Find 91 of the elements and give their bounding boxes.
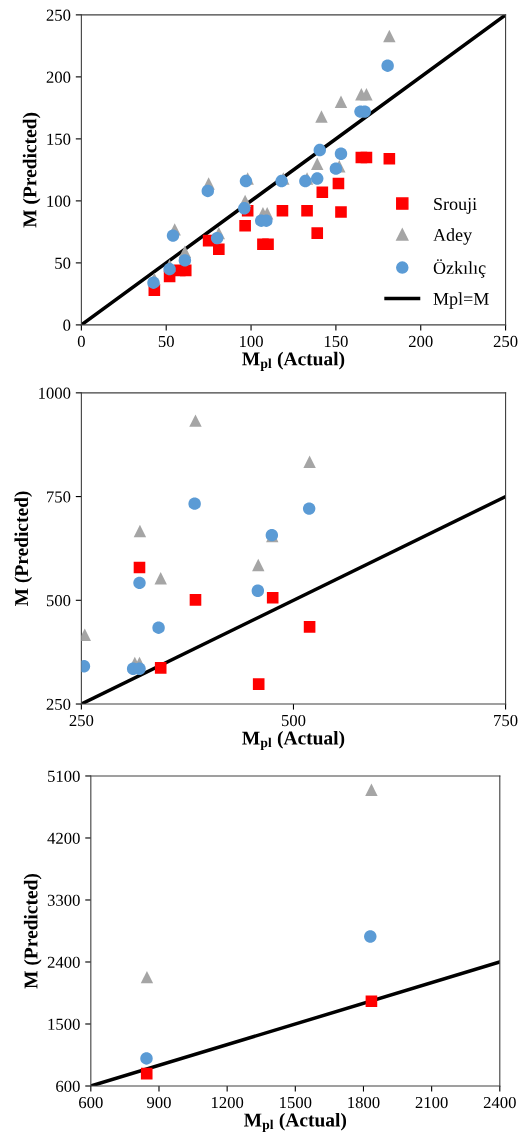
- point: [188, 497, 201, 510]
- x-tick-label: 2400: [483, 1096, 516, 1109]
- y-tick-label: 4200: [47, 832, 80, 844]
- point: [276, 205, 289, 217]
- x-tick-label: 900: [147, 1096, 171, 1109]
- x-tick-label: 750: [494, 714, 518, 727]
- y-tick-label: 250: [46, 9, 71, 21]
- point: [140, 970, 154, 984]
- y-axis-title: M (Predicted): [23, 873, 42, 989]
- point: [360, 151, 373, 164]
- point: [329, 162, 343, 175]
- point: [189, 414, 202, 427]
- y-tick-label: 600: [56, 1080, 80, 1092]
- point: [266, 592, 279, 604]
- y-tick-label: 2400: [47, 956, 80, 968]
- point: [316, 186, 329, 199]
- point: [383, 152, 396, 165]
- point: [133, 576, 146, 590]
- point: [133, 524, 147, 538]
- point: [311, 157, 324, 170]
- point: [365, 995, 378, 1008]
- point: [213, 243, 225, 256]
- y-tick-label: 750: [47, 491, 71, 503]
- point: [334, 95, 348, 108]
- x-tick-label: 200: [408, 335, 433, 348]
- legend-label: Adey: [433, 228, 473, 245]
- x-axis-title: M$_{pl}$ (Actual): [242, 730, 345, 751]
- point: [166, 229, 180, 242]
- point: [201, 184, 214, 198]
- x-tick-label: 600: [79, 1096, 103, 1109]
- x-axis-title: M$_{pl}$ (Actual): [242, 351, 345, 371]
- y-tick-label: 3300: [47, 894, 80, 906]
- legend-label: Özkılıç: [433, 259, 486, 278]
- point: [335, 206, 347, 218]
- y-axis-title: M (Predicted): [14, 491, 33, 606]
- point: [210, 231, 224, 245]
- point: [315, 110, 328, 123]
- y-tick-label: 50: [55, 257, 71, 269]
- x-tick-label: 1800: [348, 1096, 380, 1109]
- point: [301, 205, 313, 217]
- legend-label: Mpl=M: [433, 292, 489, 309]
- x-axis-title: M$_{pl}$ (Actual): [244, 1112, 347, 1132]
- point: [360, 88, 373, 101]
- point: [311, 227, 324, 239]
- x-tick-label: 50: [158, 335, 174, 348]
- y-tick-label: 1500: [48, 1018, 80, 1030]
- point: [252, 558, 265, 572]
- point: [239, 219, 251, 232]
- y-tick-label: 5100: [48, 770, 80, 782]
- point: [332, 177, 345, 190]
- y-tick-label: 100: [47, 195, 71, 207]
- legend-label: Srouji: [434, 197, 477, 214]
- point: [251, 584, 265, 597]
- x-tick-label: 2100: [415, 1096, 448, 1109]
- point: [154, 662, 167, 674]
- point: [365, 783, 378, 796]
- point: [262, 238, 274, 251]
- point: [334, 147, 348, 160]
- point: [313, 143, 326, 157]
- point: [383, 29, 396, 43]
- y-tick-label: 1000: [39, 387, 71, 399]
- x-tick-label: 100: [240, 335, 263, 348]
- x-tick-label: 250: [69, 714, 94, 727]
- point: [152, 621, 165, 634]
- point: [303, 455, 316, 468]
- y-tick-label: 250: [46, 698, 71, 710]
- y-tick-label: 200: [46, 71, 71, 83]
- y-tick-label: 0: [63, 319, 71, 331]
- x-tick-label: 500: [281, 714, 306, 727]
- point: [189, 594, 202, 606]
- x-tick-label: 1200: [211, 1096, 244, 1109]
- x-tick-label: 1500: [280, 1096, 312, 1109]
- point: [147, 276, 160, 289]
- point: [178, 254, 192, 267]
- point: [381, 59, 394, 72]
- point: [252, 678, 265, 690]
- point: [364, 930, 377, 943]
- y-tick-label: 150: [47, 133, 71, 145]
- point: [140, 1052, 153, 1065]
- point: [133, 561, 146, 574]
- y-tick-label: 500: [46, 594, 71, 607]
- y-axis-title: M (Predicted): [22, 112, 41, 228]
- x-tick-label: 250: [493, 335, 518, 348]
- point: [302, 502, 316, 515]
- point: [303, 621, 316, 633]
- point: [179, 264, 192, 277]
- point: [140, 1067, 153, 1080]
- point: [163, 262, 176, 276]
- point: [154, 572, 167, 585]
- x-tick-label: 150: [324, 335, 348, 348]
- point: [311, 172, 324, 185]
